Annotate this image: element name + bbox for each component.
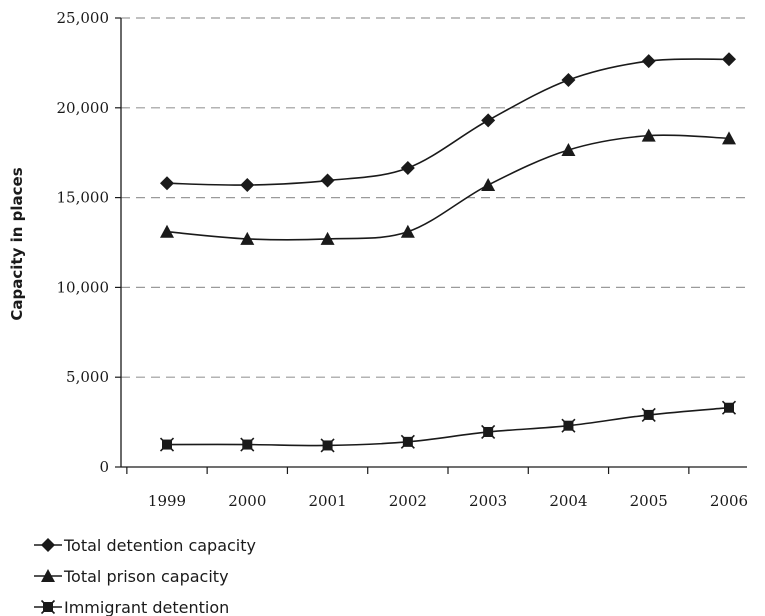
data-point: [240, 231, 255, 245]
y-axis-title: Capacity in places: [8, 167, 26, 320]
series-line: [166, 58, 730, 186]
series-line: [166, 406, 730, 447]
data-point: [561, 143, 576, 157]
x-tick-label: 2006: [710, 492, 748, 510]
series-diamond: [160, 52, 736, 193]
data-point: [320, 173, 335, 188]
data-point: [561, 72, 576, 87]
series-triangle: [160, 128, 736, 245]
data-point: [159, 437, 175, 452]
x-tick-label: 2001: [308, 492, 346, 510]
data-point: [561, 418, 576, 433]
data-point: [481, 113, 496, 128]
data-point: [481, 178, 496, 192]
legend-label: Total detention capacity: [63, 536, 256, 555]
legend-label: Immigrant detention: [64, 598, 229, 616]
y-tick-label: 5,000: [66, 368, 109, 386]
data-point: [240, 178, 255, 193]
y-tick-label: 15,000: [57, 189, 110, 207]
data-point: [641, 407, 656, 422]
data-point: [160, 176, 174, 191]
x-tick-label: 2002: [389, 492, 427, 510]
legend-marker: [40, 599, 56, 615]
x-tick-label: 2003: [469, 492, 507, 510]
data-point: [160, 224, 174, 238]
x-tick-label: 1999: [148, 492, 186, 510]
legend: Total detention capacity Total prison cap…: [34, 536, 256, 616]
data-point: [721, 400, 737, 415]
x-tick-label: 2000: [228, 492, 266, 510]
y-tick-label: 0: [99, 458, 109, 476]
legend-item: Total detention capacity: [34, 536, 256, 555]
data-point: [240, 437, 255, 452]
axes: [120, 18, 747, 468]
legend-marker: [41, 569, 55, 582]
series-lines: [159, 52, 737, 453]
legend-item: Total prison capacity: [34, 567, 229, 586]
x-tick-label: 2004: [549, 492, 587, 510]
data-point: [320, 231, 335, 245]
y-tick-label: 10,000: [57, 278, 110, 296]
legend-label: Total prison capacity: [63, 567, 229, 586]
data-point: [400, 224, 415, 238]
data-point: [400, 434, 415, 449]
data-point: [481, 424, 496, 440]
data-point: [722, 131, 736, 145]
legend-marker: [41, 538, 55, 552]
series-x-square: [159, 400, 737, 453]
series-line: [166, 134, 730, 241]
y-tick-label: 20,000: [57, 99, 110, 117]
legend-item: Immigrant detention: [34, 598, 229, 616]
y-tick-label: 25,000: [57, 9, 110, 27]
data-point: [641, 128, 656, 142]
gridlines: [121, 17, 747, 378]
data-point: [641, 54, 656, 69]
data-point: [320, 438, 335, 453]
x-axis-ticks: 1999 2000 2001 2002 2003 2004 2005 2006: [126, 467, 748, 510]
y-axis-ticks: 0 5,000 10,000 15,000 20,000 25,000: [57, 9, 121, 476]
data-point: [722, 52, 736, 67]
data-point: [400, 160, 415, 175]
x-tick-label: 2005: [630, 492, 668, 510]
